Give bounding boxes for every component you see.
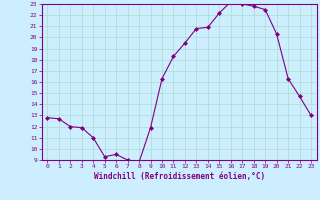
X-axis label: Windchill (Refroidissement éolien,°C): Windchill (Refroidissement éolien,°C) [94, 172, 265, 181]
